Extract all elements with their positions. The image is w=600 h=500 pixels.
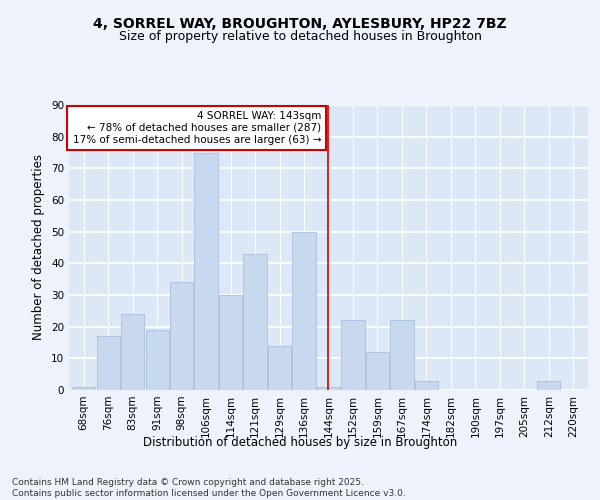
Bar xyxy=(391,320,413,390)
Bar xyxy=(366,352,389,390)
Bar xyxy=(219,295,242,390)
Bar xyxy=(170,282,193,390)
Text: Contains HM Land Registry data © Crown copyright and database right 2025.
Contai: Contains HM Land Registry data © Crown c… xyxy=(12,478,406,498)
Text: Distribution of detached houses by size in Broughton: Distribution of detached houses by size … xyxy=(143,436,457,449)
Bar xyxy=(341,320,365,390)
Bar xyxy=(268,346,291,390)
Text: 4 SORREL WAY: 143sqm
← 78% of detached houses are smaller (287)
17% of semi-deta: 4 SORREL WAY: 143sqm ← 78% of detached h… xyxy=(73,112,321,144)
Bar xyxy=(317,387,340,390)
Bar xyxy=(292,232,316,390)
Bar xyxy=(72,387,95,390)
Bar xyxy=(146,330,169,390)
Bar xyxy=(244,254,266,390)
Bar xyxy=(415,380,438,390)
Text: Size of property relative to detached houses in Broughton: Size of property relative to detached ho… xyxy=(119,30,481,43)
Bar xyxy=(97,336,120,390)
Y-axis label: Number of detached properties: Number of detached properties xyxy=(32,154,46,340)
Bar xyxy=(194,152,218,390)
Bar xyxy=(537,380,560,390)
Text: 4, SORREL WAY, BROUGHTON, AYLESBURY, HP22 7BZ: 4, SORREL WAY, BROUGHTON, AYLESBURY, HP2… xyxy=(93,18,507,32)
Bar xyxy=(121,314,144,390)
